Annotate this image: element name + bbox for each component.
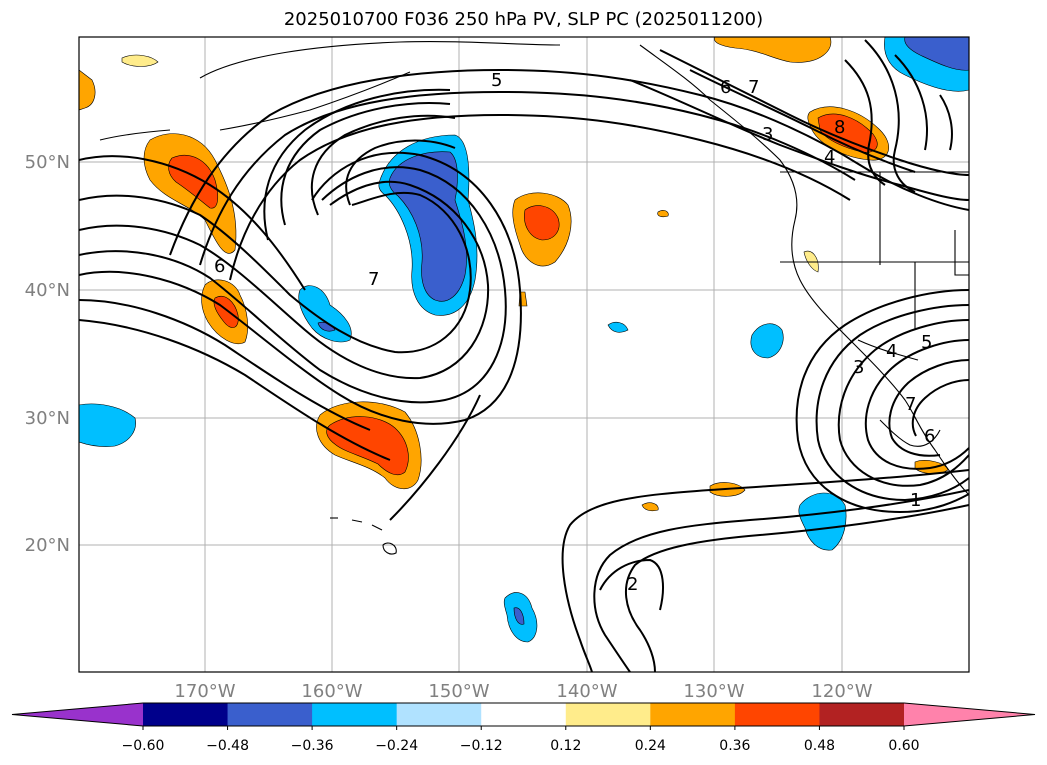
colorbar-tick-label: −0.36 <box>291 738 334 754</box>
colorbar-segment <box>396 703 482 726</box>
colorbar-tick-label: 0.60 <box>888 738 919 754</box>
colorbar-segment <box>819 703 905 726</box>
lon-label: 120°W <box>811 681 872 702</box>
contour-label: 6 <box>214 256 225 277</box>
colorbar-segment <box>565 703 651 726</box>
contour-label: 7 <box>748 77 759 98</box>
lon-labels: 170°W 160°W 150°W 140°W 130°W 120°W <box>174 681 872 702</box>
contour-label: 3 <box>853 357 864 378</box>
contour-label: 4 <box>886 341 897 362</box>
plot-frame <box>78 36 970 673</box>
colorbar-segment <box>143 703 229 726</box>
lon-label: 170°W <box>174 681 235 702</box>
lat-label: 30°N <box>25 408 70 429</box>
colorbar-tick-label: 0.48 <box>804 738 835 754</box>
lon-label: 160°W <box>301 681 362 702</box>
colorbar-segment <box>227 703 313 726</box>
colorbar-tick-label: −0.24 <box>375 738 418 754</box>
contour-label: 2 <box>627 574 638 595</box>
colorbar-tick-label: −0.60 <box>122 738 165 754</box>
contour-label: 4 <box>824 147 835 168</box>
contour-label: 5 <box>491 70 502 91</box>
lat-labels: 50°N 40°N 30°N 20°N <box>25 152 70 556</box>
colorbar-segment <box>481 703 567 726</box>
colorbar-tick-label: −0.12 <box>460 738 503 754</box>
colorbar-segment <box>12 703 143 726</box>
colorbar <box>11 702 1036 727</box>
lat-label: 20°N <box>25 535 70 556</box>
contour-label: 7 <box>905 394 916 415</box>
colorbar-tick-label: 0.36 <box>719 738 750 754</box>
contour-label: 8 <box>834 117 845 138</box>
colorbar-segment <box>312 703 398 726</box>
lat-label: 40°N <box>25 280 70 301</box>
slp-contours <box>79 39 969 672</box>
contour-label: 6 <box>720 77 731 98</box>
contour-label: 7 <box>368 269 379 290</box>
colorbar-tick-label: 0.24 <box>635 738 666 754</box>
contour-label: 3 <box>762 124 773 145</box>
contour-label: 1 <box>910 490 921 511</box>
lon-label: 150°W <box>428 681 489 702</box>
lat-label: 50°N <box>25 152 70 173</box>
contour-labels: 5 6 7 7 4 3 8 6 7 5 4 3 1 2 6 <box>214 70 935 595</box>
colorbar-ticks: −0.60 −0.48 −0.36 −0.24 −0.12 0.12 0.24 0.36 0.4… <box>122 726 920 754</box>
contour-label: 6 <box>924 426 935 447</box>
lon-label: 130°W <box>683 681 744 702</box>
colorbar-segment <box>904 703 1035 726</box>
colorbar-segment <box>734 703 820 726</box>
map-title: 2025010700 F036 250 hPa PV, SLP PC (2025… <box>283 9 764 30</box>
lon-label: 140°W <box>556 681 617 702</box>
colorbar-tick-label: 0.12 <box>550 738 581 754</box>
contour-label: 5 <box>921 332 932 353</box>
colorbar-tick-label: −0.48 <box>206 738 249 754</box>
colorbar-segment <box>650 703 736 726</box>
